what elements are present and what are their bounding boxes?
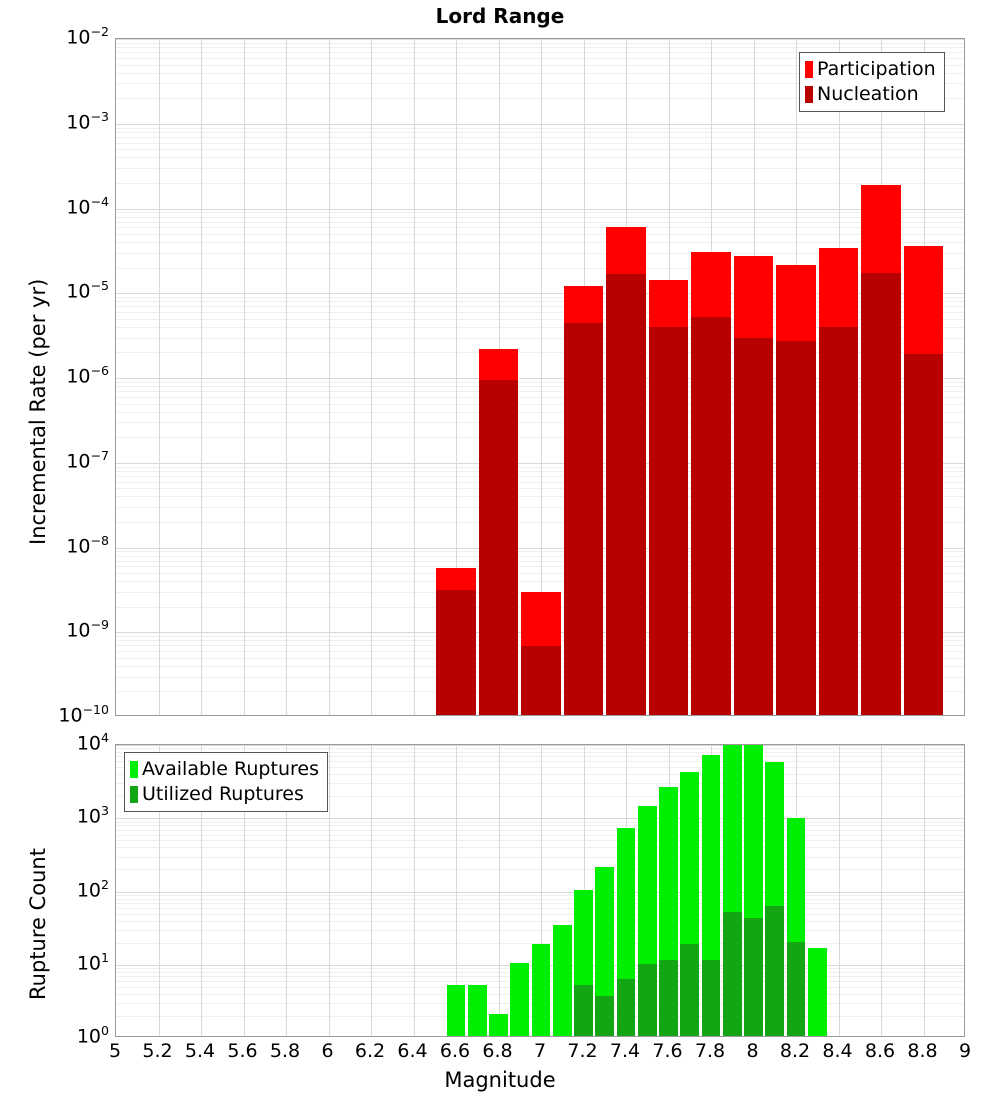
x-tick-label: 5.2 [142, 1040, 172, 1062]
x-tick-label: 6.2 [355, 1040, 385, 1062]
x-tick-label: 5.4 [185, 1040, 215, 1062]
top-y-axis-label: Incremental Rate (per yr) [26, 279, 50, 545]
top-bar-layer [116, 39, 964, 715]
available-ruptures-bar [553, 925, 572, 1036]
page-title: Lord Range [0, 4, 1000, 28]
utilized-ruptures-bar [702, 960, 721, 1036]
nucleation-bar [861, 273, 901, 715]
nucleation-bar [606, 274, 646, 715]
x-tick-label: 5.8 [270, 1040, 300, 1062]
nucleation-bar [564, 323, 604, 715]
x-tick-label: 5.6 [227, 1040, 257, 1062]
x-tick-label: 7.4 [610, 1040, 640, 1062]
legend-label: Participation [817, 60, 936, 79]
y-tick-label: 10−3 [66, 113, 109, 132]
y-tick-label: 104 [77, 735, 109, 754]
legend-swatch-icon [805, 61, 813, 78]
x-tick-label: 6.4 [397, 1040, 427, 1062]
legend-swatch-icon [130, 761, 138, 778]
available-ruptures-bar [510, 963, 529, 1036]
nucleation-bar [691, 317, 731, 715]
utilized-ruptures-bar [765, 906, 784, 1036]
utilized-ruptures-bar [617, 979, 636, 1036]
legend-swatch-icon [805, 86, 813, 103]
nucleation-bar [904, 354, 944, 715]
utilized-ruptures-bar [680, 944, 699, 1036]
top-legend-item[interactable]: Nucleation [805, 82, 936, 107]
legend-label: Utilized Ruptures [142, 785, 304, 804]
nucleation-bar [479, 380, 519, 715]
utilized-ruptures-bar [574, 985, 593, 1036]
bottom-legend: Available Ruptures Utilized Ruptures [124, 752, 328, 812]
x-tick-label: 7 [534, 1040, 546, 1062]
x-tick-label: 8 [746, 1040, 758, 1062]
y-tick-label: 10−9 [66, 622, 109, 641]
y-tick-label: 103 [77, 808, 109, 827]
bottom-y-axis-label: Rupture Count [26, 848, 50, 1000]
incremental-rate-plot [115, 38, 965, 716]
nucleation-bar [436, 590, 476, 715]
y-tick-label: 102 [77, 881, 109, 900]
y-tick-label: 10−10 [58, 707, 109, 726]
y-tick-label: 10−8 [66, 537, 109, 556]
x-tick-label: 7.8 [695, 1040, 725, 1062]
nucleation-bar [649, 327, 689, 715]
legend-label: Nucleation [817, 85, 919, 104]
y-tick-label: 100 [77, 1028, 109, 1047]
y-tick-label: 101 [77, 954, 109, 973]
x-tick-label: 6.8 [482, 1040, 512, 1062]
utilized-ruptures-bar [744, 918, 763, 1036]
y-tick-label: 10−5 [66, 283, 109, 302]
utilized-ruptures-bar [787, 942, 806, 1036]
utilized-ruptures-bar [659, 960, 678, 1036]
x-axis-label: Magnitude [0, 1068, 1000, 1092]
x-tick-label: 6 [321, 1040, 333, 1062]
available-ruptures-bar [532, 944, 551, 1036]
x-tick-label: 8.6 [865, 1040, 895, 1062]
nucleation-bar [776, 341, 816, 715]
bottom-legend-item[interactable]: Utilized Ruptures [130, 782, 319, 807]
legend-label: Available Ruptures [142, 760, 319, 779]
x-tick-label: 8.2 [780, 1040, 810, 1062]
x-tick-label: 8.8 [907, 1040, 937, 1062]
x-tick-label: 9 [959, 1040, 971, 1062]
available-ruptures-bar [468, 985, 487, 1036]
available-ruptures-bar [447, 985, 466, 1036]
x-tick-label: 7.2 [567, 1040, 597, 1062]
utilized-ruptures-bar [638, 964, 657, 1036]
bottom-legend-item[interactable]: Available Ruptures [130, 757, 319, 782]
available-ruptures-bar [808, 948, 827, 1036]
y-tick-label: 10−4 [66, 198, 109, 217]
top-legend-item[interactable]: Participation [805, 57, 936, 82]
top-legend: Participation Nucleation [799, 52, 945, 112]
legend-swatch-icon [130, 786, 138, 803]
x-tick-label: 8.4 [822, 1040, 852, 1062]
available-ruptures-bar [489, 1014, 508, 1036]
utilized-ruptures-bar [723, 912, 742, 1036]
x-tick-label: 7.6 [652, 1040, 682, 1062]
y-tick-label: 10−6 [66, 368, 109, 387]
utilized-ruptures-bar [595, 996, 614, 1036]
nucleation-bar [819, 327, 859, 715]
y-tick-label: 10−7 [66, 452, 109, 471]
figure-root: Lord Range 10−2 10−3 10−4 10−5 10−6 10−7 10−8 1… [0, 0, 1000, 1100]
x-tick-label: 6.6 [440, 1040, 470, 1062]
nucleation-bar [521, 646, 561, 715]
y-tick-label: 10−2 [66, 29, 109, 48]
nucleation-bar [734, 338, 774, 715]
x-tick-label: 5 [109, 1040, 121, 1062]
